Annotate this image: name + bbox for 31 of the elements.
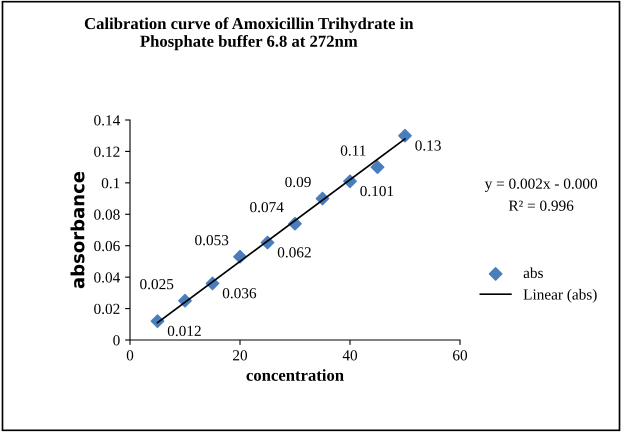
data-label: 0.101 bbox=[360, 186, 394, 196]
y-tick-label: 0 bbox=[113, 335, 120, 346]
point bbox=[370, 160, 384, 174]
y-axis-title: absorbance bbox=[70, 172, 84, 288]
y-tick-label: 0.1 bbox=[102, 178, 120, 188]
legend-label: abs bbox=[524, 267, 543, 278]
y-tick-label: 0.04 bbox=[94, 272, 120, 283]
text: y = 0.002x - 0.000 bbox=[484, 178, 598, 192]
chart-title: Calibration curve of Amoxicillin Trihydrate in Phosphate buffer 6.8 at 272nm bbox=[84, 17, 414, 50]
data-label: 0.074 bbox=[250, 202, 284, 212]
data-label: 0.13 bbox=[415, 140, 441, 151]
data-label: 0.11 bbox=[340, 145, 366, 156]
y-tick-label: 0.14 bbox=[94, 115, 120, 126]
data-label: 0.053 bbox=[195, 234, 228, 246]
data-label: 0.012 bbox=[168, 326, 201, 336]
text: R² = 0.996 bbox=[508, 200, 574, 211]
x-axis-title: concentration bbox=[246, 369, 344, 381]
legend-label: Linear (abs) bbox=[524, 288, 597, 303]
data-label: 0.062 bbox=[278, 247, 311, 258]
point bbox=[398, 128, 412, 143]
x-tick-label: 20 bbox=[233, 350, 248, 360]
x-tick-label: 60 bbox=[453, 350, 468, 360]
y-tick-label: 0.08 bbox=[94, 209, 120, 220]
data-label: 0.025 bbox=[140, 278, 174, 290]
y-tick-label: 0.12 bbox=[94, 146, 120, 157]
x-tick-label: 0 bbox=[126, 350, 134, 360]
data-label: 0.09 bbox=[285, 176, 311, 188]
y-tick-label: 0.02 bbox=[94, 304, 120, 314]
x-tick-label: 40 bbox=[342, 350, 358, 360]
y-tick-label: 0.06 bbox=[94, 240, 120, 252]
data-label: 0.036 bbox=[222, 288, 256, 298]
